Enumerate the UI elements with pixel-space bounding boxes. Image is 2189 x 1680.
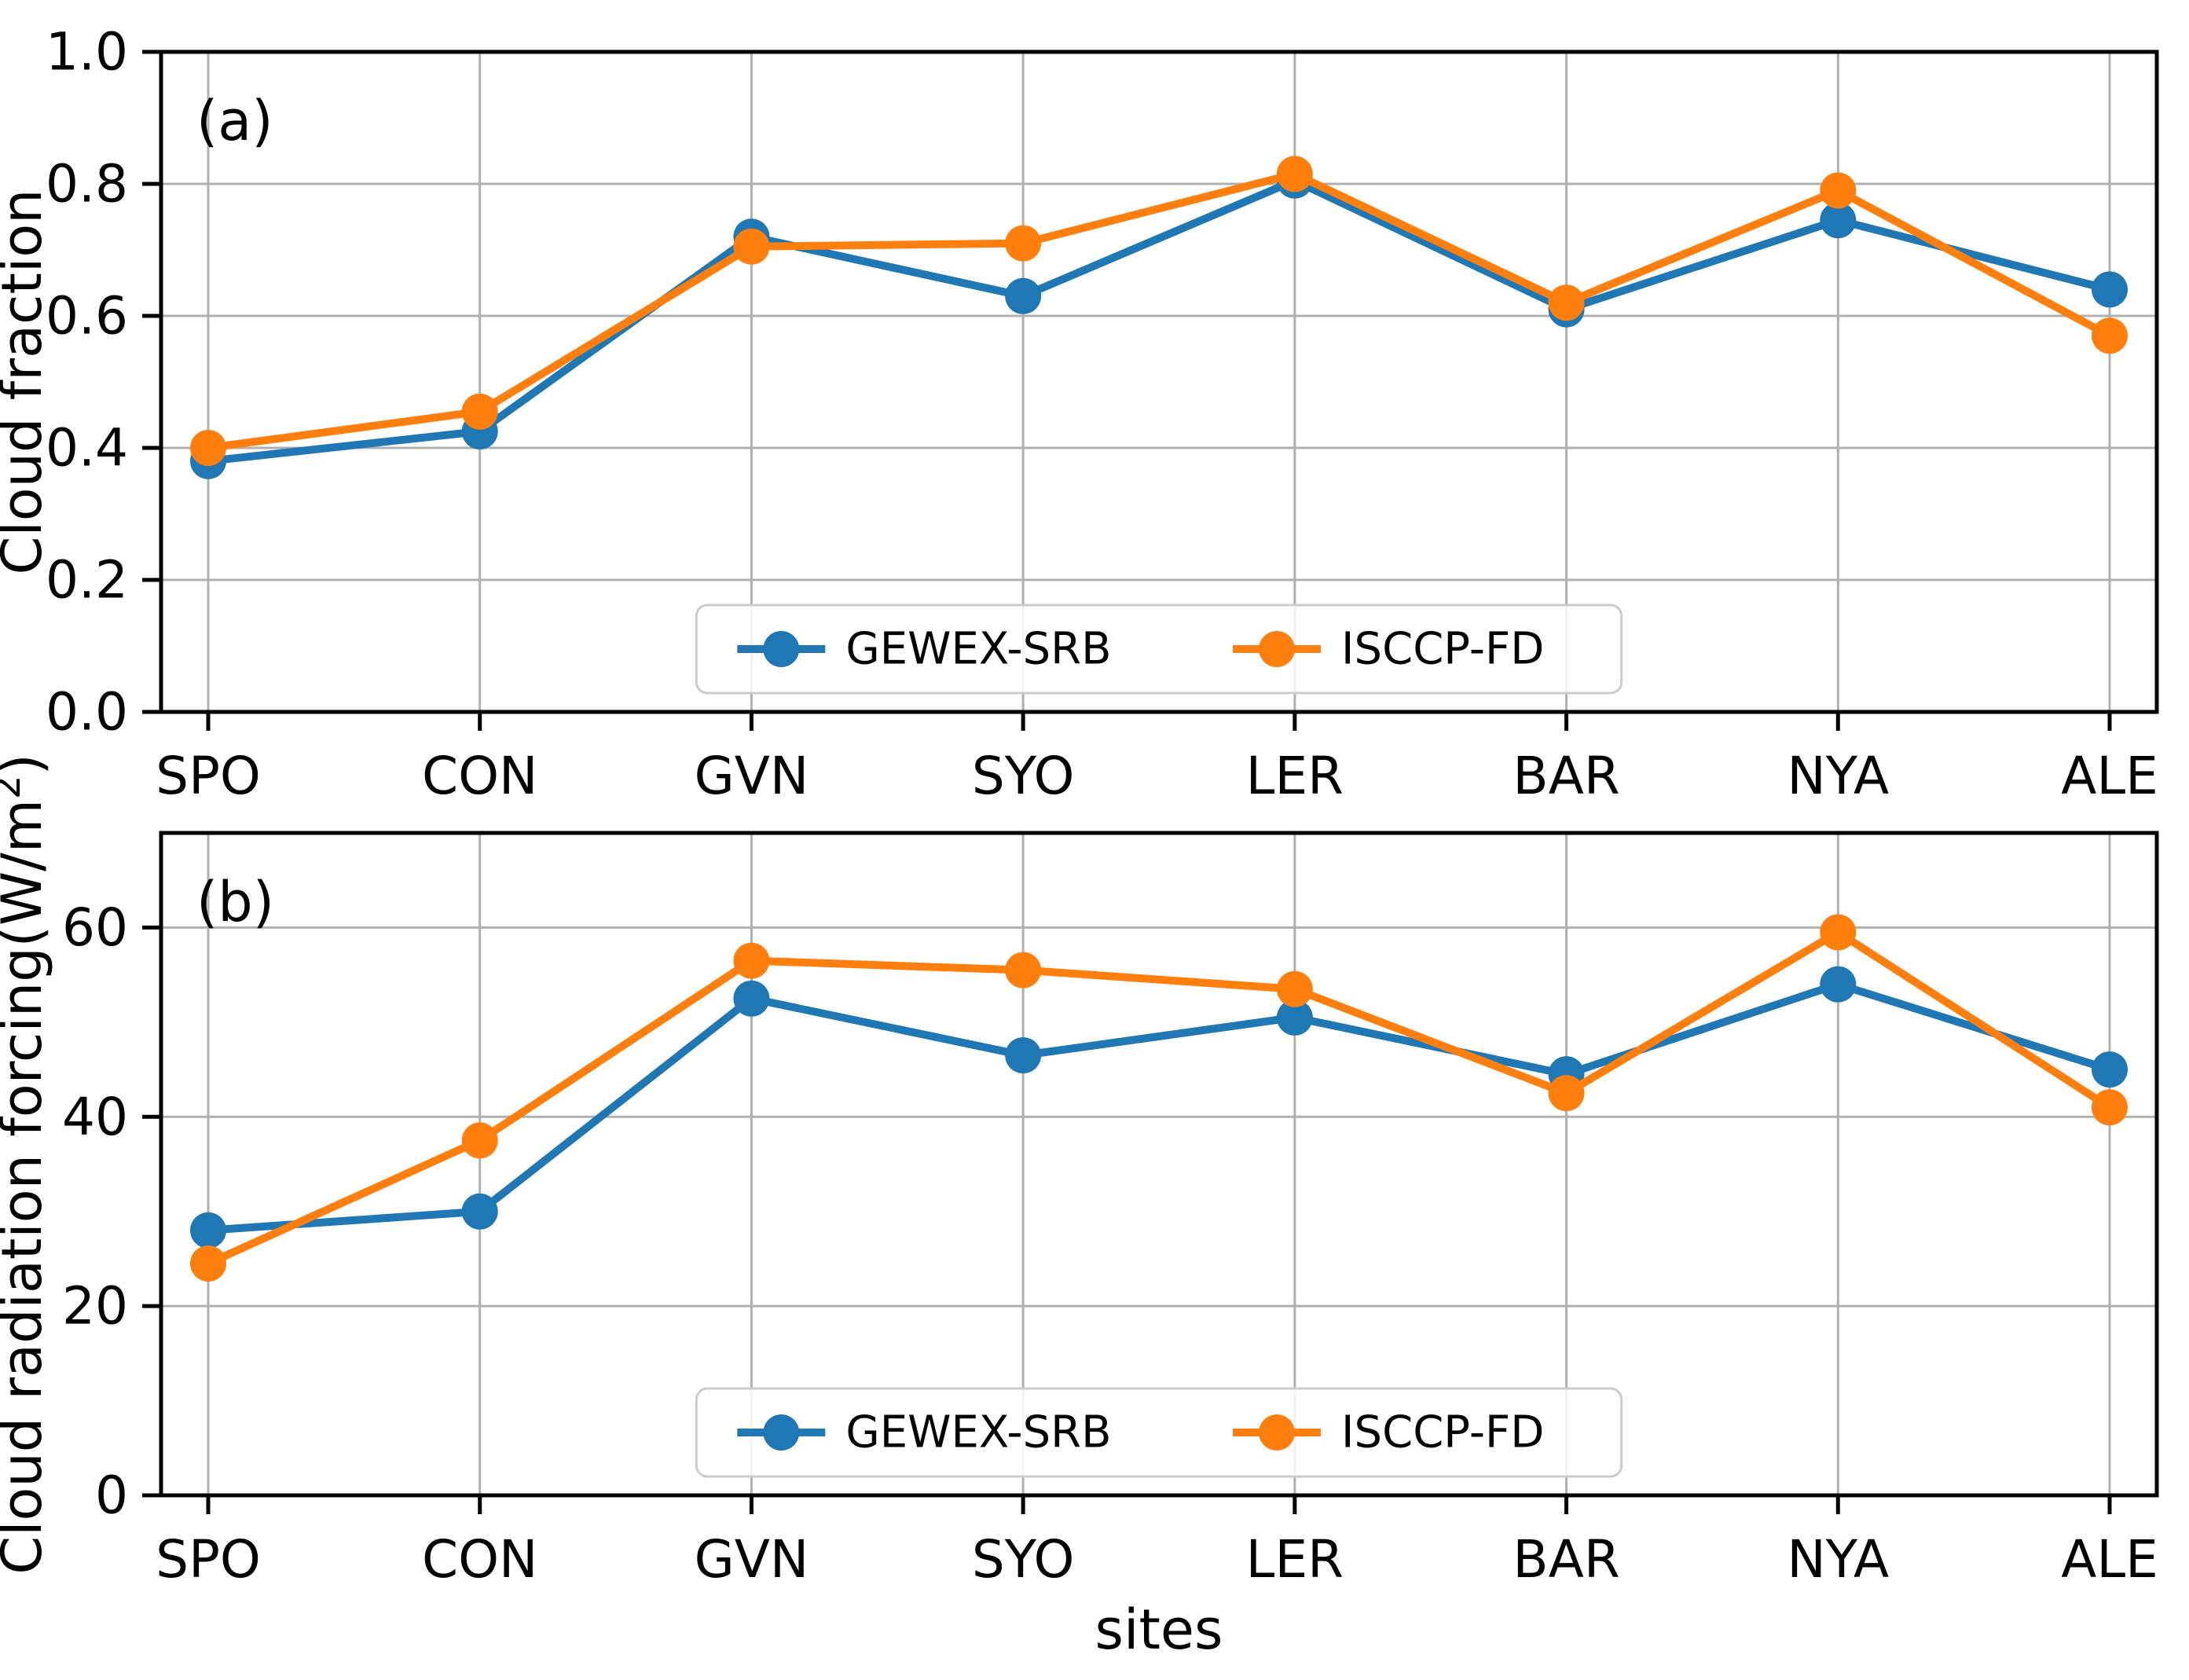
data-point-isccp-fd-syo bbox=[1005, 225, 1042, 262]
legend-marker bbox=[763, 631, 800, 667]
y-tick-label: 0.2 bbox=[46, 550, 128, 611]
x-tick-label: SYO bbox=[972, 746, 1075, 806]
x-axis-label-sites: sites bbox=[1095, 1597, 1223, 1662]
data-point-gewex-srb-spo bbox=[190, 1212, 226, 1249]
data-point-gewex-srb-ale bbox=[2092, 271, 2128, 308]
x-tick-label: GVN bbox=[695, 1529, 809, 1590]
y-axis-label: Cloud radiation forcing(W/m2) bbox=[0, 754, 54, 1575]
y-tick-label: 0.0 bbox=[46, 682, 128, 743]
data-point-isccp-fd-spo bbox=[190, 430, 226, 466]
x-tick-label: NYA bbox=[1787, 746, 1889, 806]
legend-label: GEWEX-SRB bbox=[845, 1407, 1111, 1458]
x-tick-label: GVN bbox=[695, 746, 809, 806]
y-tick-label: 0 bbox=[95, 1465, 128, 1526]
x-tick-label: SYO bbox=[972, 1529, 1075, 1590]
data-point-isccp-fd-syo bbox=[1005, 952, 1042, 989]
x-tick-label: ALE bbox=[2061, 1529, 2158, 1590]
data-point-isccp-fd-gvn bbox=[733, 228, 770, 265]
data-point-isccp-fd-bar bbox=[1548, 284, 1585, 321]
data-point-gewex-srb-nya bbox=[1820, 966, 1857, 1003]
data-point-gewex-srb-ler bbox=[1276, 999, 1313, 1036]
data-point-isccp-fd-nya bbox=[1820, 914, 1857, 951]
legend-label: GEWEX-SRB bbox=[845, 624, 1111, 675]
legend-item-gewex-srb: GEWEX-SRB bbox=[737, 624, 1112, 675]
legend-marker bbox=[763, 1414, 800, 1451]
series-line-isccp-fd bbox=[207, 170, 2112, 452]
plot-border bbox=[159, 50, 2159, 714]
data-point-isccp-fd-con bbox=[461, 1122, 498, 1159]
legend-item-gewex-srb: GEWEX-SRB bbox=[737, 1407, 1112, 1458]
y-tick-label: 1.0 bbox=[46, 22, 128, 83]
panel-label: (a) bbox=[196, 89, 273, 153]
data-point-isccp-fd-gvn bbox=[733, 942, 770, 979]
y-tick-label: 0.8 bbox=[46, 154, 128, 215]
legend-box bbox=[695, 603, 1623, 695]
series-line-gewex-srb bbox=[207, 176, 2111, 465]
data-point-isccp-fd-spo bbox=[190, 1245, 226, 1282]
x-tick-label: ALE bbox=[2061, 746, 2158, 806]
legend-marker bbox=[1259, 1414, 1296, 1451]
data-point-gewex-srb-syo bbox=[1005, 1037, 1042, 1074]
x-tick-label: SPO bbox=[156, 746, 261, 806]
x-tick-label: NYA bbox=[1787, 1529, 1889, 1590]
legend-label: ISCCP-FD bbox=[1341, 624, 1544, 675]
x-tick-label: LER bbox=[1246, 746, 1344, 806]
y-tick-label: 60 bbox=[62, 897, 128, 958]
legend-label: ISCCP-FD bbox=[1341, 1407, 1544, 1458]
data-point-gewex-srb-nya bbox=[1820, 202, 1857, 239]
legend: GEWEX-SRB ISCCP-FD bbox=[695, 603, 1623, 695]
data-point-gewex-srb-syo bbox=[1005, 277, 1042, 314]
y-axis-label: Cloud fraction bbox=[0, 189, 54, 574]
x-tick-label: LER bbox=[1246, 1529, 1344, 1590]
legend-box bbox=[695, 1387, 1623, 1478]
legend-item-isccp-fd: ISCCP-FD bbox=[1233, 624, 1544, 675]
data-point-isccp-fd-ler bbox=[1276, 156, 1313, 193]
legend: GEWEX-SRB ISCCP-FD bbox=[695, 1387, 1623, 1478]
y-tick-label: 0.4 bbox=[46, 418, 128, 479]
x-tick-label: BAR bbox=[1512, 1529, 1619, 1590]
x-tick-label: SPO bbox=[156, 1529, 261, 1590]
y-tick-label: 40 bbox=[62, 1087, 128, 1147]
data-point-isccp-fd-bar bbox=[1548, 1075, 1585, 1112]
data-point-isccp-fd-con bbox=[461, 393, 498, 430]
data-point-gewex-srb-con bbox=[461, 1193, 498, 1230]
series-line-isccp-fd bbox=[206, 928, 2112, 1267]
data-point-isccp-fd-ale bbox=[2092, 1089, 2128, 1126]
series-line-gewex-srb bbox=[207, 980, 2111, 1234]
data-point-isccp-fd-ler bbox=[1276, 970, 1313, 1007]
legend-marker bbox=[1259, 631, 1296, 667]
data-point-isccp-fd-ale bbox=[2092, 317, 2128, 354]
panel-a: 0.0 0.2 0.4 0.6 0.8 1.0 SPO CON GVN SYO LER BAR NYA A… bbox=[0, 22, 2159, 806]
x-tick-label: CON bbox=[422, 1529, 537, 1590]
panel-b: 0 20 40 60 SPO CON GVN SYO LER BAR NYA ALE (b) Cloud … bbox=[0, 754, 2159, 1662]
y-tick-label: 0.6 bbox=[46, 286, 128, 347]
data-point-isccp-fd-nya bbox=[1820, 172, 1857, 209]
panel-label: (b) bbox=[196, 870, 274, 934]
legend-item-isccp-fd: ISCCP-FD bbox=[1233, 1407, 1544, 1458]
data-point-gewex-srb-ale bbox=[2092, 1051, 2128, 1088]
data-point-gewex-srb-gvn bbox=[733, 980, 770, 1017]
x-tick-label: BAR bbox=[1512, 746, 1619, 806]
y-tick-label: 20 bbox=[62, 1276, 128, 1337]
x-tick-label: CON bbox=[422, 746, 537, 806]
plot-border bbox=[159, 831, 2159, 1498]
